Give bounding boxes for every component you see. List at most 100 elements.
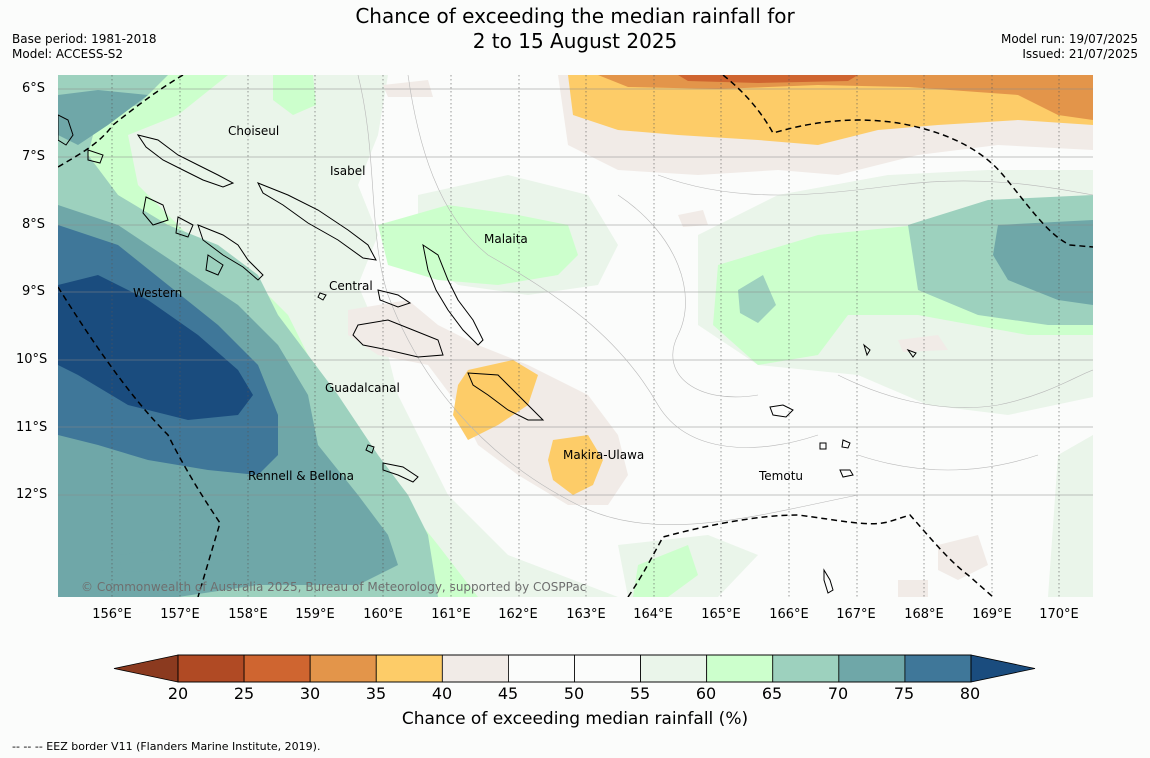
contour-40-45-spot3	[898, 335, 948, 352]
island-isabel	[256, 182, 377, 261]
lon-label-163e: 163°E	[566, 607, 606, 622]
island-rennell	[382, 462, 419, 483]
contour-70-75-south	[118, 550, 173, 572]
parallel-gridlines	[58, 88, 1093, 496]
contour-35-40-makira	[548, 435, 603, 495]
meta-left: Base period: 1981-2018 Model: ACCESS-S2	[12, 32, 157, 62]
island-choiseul	[136, 134, 235, 188]
colorbar-cell-65-70	[772, 654, 840, 683]
island-malaita	[422, 243, 484, 346]
colorbar-cell-60-65	[706, 654, 774, 683]
contour-40-45-spot5	[898, 580, 928, 597]
lon-label-159e: 159°E	[295, 607, 335, 622]
island-guadalcanal	[352, 319, 444, 358]
rainfall-map	[58, 75, 1093, 597]
region-label-rennell: Rennell & Bellona	[248, 469, 355, 483]
colorbar	[113, 654, 1036, 683]
region-label-malaita: Malaita	[484, 232, 528, 246]
lon-label-162e: 162°E	[498, 607, 538, 622]
island-tikopia	[841, 439, 851, 449]
contour-70-75-west	[58, 90, 148, 145]
colorbar-cell-20-25	[177, 654, 245, 683]
colorbar-cell-55-60	[640, 654, 708, 683]
colorbar-tick-70: 70	[827, 684, 849, 703]
colorbar-cell-30-35	[309, 654, 377, 683]
contour-60-65-south	[633, 545, 698, 597]
colorbar-cell-35-40	[375, 654, 443, 683]
lon-label-169e: 169°E	[972, 607, 1012, 622]
meridian-gridlines	[111, 75, 1060, 597]
region-label-central: Central	[329, 279, 373, 293]
lon-label-158e: 158°E	[228, 607, 268, 622]
colorbar-tick-60: 60	[695, 684, 717, 703]
lon-label-170e: 170°E	[1039, 607, 1079, 622]
colorbar-cell-75-80	[904, 654, 972, 683]
colorbar-low-arrow	[113, 654, 179, 683]
colorbar-frame	[177, 654, 972, 683]
island-reef	[863, 343, 871, 357]
lon-label-168e: 168°E	[904, 607, 944, 622]
island-kolombangara	[175, 216, 194, 238]
meta-right: Model run: 19/07/2025 Issued: 21/07/2025	[1001, 32, 1138, 62]
colorbar-tick-30: 30	[299, 684, 321, 703]
model-name: Model: ACCESS-S2	[12, 47, 124, 61]
colorbar-tick-65: 65	[761, 684, 783, 703]
region-label-makira: Makira-Ulawa	[563, 448, 645, 462]
contour-30-35-north	[598, 75, 1093, 120]
lon-label-160e: 160°E	[363, 607, 403, 622]
base-period: Base period: 1981-2018	[12, 32, 157, 46]
lat-label-12s: 12°S	[16, 487, 48, 502]
colorbar-tick-20: 20	[167, 684, 189, 703]
region-label-isabel: Isabel	[330, 164, 366, 178]
contour-40-45-spot4	[938, 535, 988, 580]
eez-borders	[58, 75, 1093, 597]
contour-40-45-spot2	[678, 210, 708, 227]
colorbar-title: Chance of exceeding median rainfall (%)	[401, 709, 749, 729]
colorbar-tick-50: 50	[563, 684, 585, 703]
title-line-1: Chance of exceeding the median rainfall …	[355, 4, 795, 28]
lon-label-164e: 164°E	[633, 607, 673, 622]
eez-footnote: -- -- -- EEZ border V11 (Flanders Marine…	[12, 740, 321, 753]
island-vanikoro	[839, 469, 854, 478]
colorbar-tick-75: 75	[893, 684, 915, 703]
colorbar-tick-40: 40	[431, 684, 453, 703]
lat-label-9s: 9°S	[22, 284, 46, 299]
colorbar-tick-55: 55	[629, 684, 651, 703]
island-ulawa-makira	[467, 372, 545, 421]
issued-date: Issued: 21/07/2025	[1022, 47, 1138, 61]
island-rendova	[197, 224, 264, 281]
lon-label-161e: 161°E	[431, 607, 471, 622]
island-outlines	[58, 114, 917, 594]
contour-60-65-north	[273, 75, 316, 115]
island-utupua	[819, 442, 827, 450]
contour-40-45-spot1	[383, 80, 433, 97]
colorbar-tick-45: 45	[497, 684, 519, 703]
contour-35-40-north	[568, 75, 1093, 145]
island-new-georgia	[142, 196, 169, 226]
copyright-notice: © Commonwealth of Australia 2025, Bureau…	[81, 580, 587, 594]
lon-label-165e: 165°E	[701, 607, 741, 622]
lon-label-156e: 156°E	[92, 607, 132, 622]
island-bellona	[365, 444, 375, 454]
colorbar-tick-35: 35	[365, 684, 387, 703]
contour-above-80	[58, 275, 253, 420]
title-line-2: 2 to 15 August 2025	[472, 29, 678, 53]
colorbar-high-arrow	[970, 654, 1036, 683]
lat-label-7s: 7°S	[22, 149, 46, 164]
chart-title: Chance of exceeding the median rainfall …	[0, 4, 1150, 54]
colorbar-cell-70-75	[838, 654, 906, 683]
colorbar-cell-50-55	[574, 654, 641, 683]
island-shortlands	[87, 149, 104, 164]
island-duff	[906, 348, 917, 358]
colorbar-cell-45-50	[508, 654, 575, 683]
lon-label-166e: 166°E	[769, 607, 809, 622]
region-label-choiseul: Choiseul	[228, 124, 280, 138]
lat-label-11s: 11°S	[16, 420, 48, 435]
lat-label-8s: 8°S	[22, 217, 46, 232]
contour-70-75-east	[993, 220, 1093, 305]
lat-label-6s: 6°S	[22, 81, 46, 96]
island-anuta	[823, 568, 834, 594]
region-label-guadalcanal: Guadalcanal	[325, 381, 400, 395]
thin-contour-lines	[357, 75, 1093, 525]
island-savo	[317, 292, 327, 301]
